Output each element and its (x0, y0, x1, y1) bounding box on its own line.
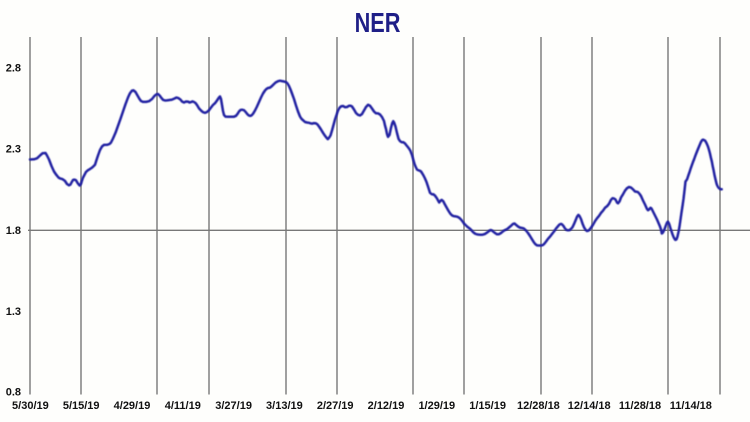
svg-text:2/27/19: 2/27/19 (317, 400, 354, 412)
svg-text:0.8: 0.8 (6, 386, 21, 398)
svg-text:2.3: 2.3 (6, 144, 21, 156)
svg-text:3/27/19: 3/27/19 (215, 400, 252, 412)
svg-text:3/13/19: 3/13/19 (266, 400, 303, 412)
svg-text:1.3: 1.3 (6, 306, 21, 318)
svg-text:5/30/19: 5/30/19 (12, 400, 49, 412)
svg-text:1.8: 1.8 (6, 225, 21, 237)
svg-text:4/11/19: 4/11/19 (165, 400, 201, 412)
svg-text:NER: NER (355, 8, 401, 38)
svg-text:1/15/19: 1/15/19 (469, 400, 506, 412)
svg-text:12/28/18: 12/28/18 (517, 400, 560, 412)
svg-text:1/29/19: 1/29/19 (418, 400, 455, 412)
svg-text:5/15/19: 5/15/19 (63, 400, 100, 412)
svg-text:2.8: 2.8 (6, 63, 21, 75)
svg-text:11/28/18: 11/28/18 (619, 400, 661, 412)
svg-text:2/12/19: 2/12/19 (368, 400, 405, 412)
svg-text:4/29/19: 4/29/19 (114, 400, 151, 412)
svg-text:12/14/18: 12/14/18 (568, 400, 611, 412)
svg-text:11/14/18: 11/14/18 (670, 400, 712, 412)
